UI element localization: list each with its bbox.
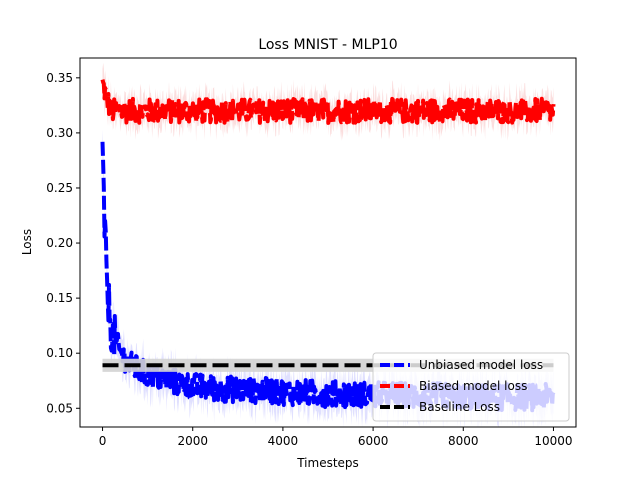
y-tick-label-2: 0.15 [46,291,73,305]
chart-title: Loss MNIST - MLP10 [258,37,397,53]
y-tick-label-3: 0.20 [46,236,73,250]
y-tick-label-4: 0.25 [46,181,73,195]
y-axis-label: Loss [20,229,34,255]
plot-frame [79,57,577,428]
legend-label-baseline-loss: Baseline Loss [419,400,500,414]
x-tick-label-4000: 4000 [268,434,299,448]
y-tick-label-5: 0.30 [46,126,73,140]
x-tick-label-8000: 8000 [448,434,479,448]
y-tick-label-0: 0.05 [46,401,73,415]
legend-box [372,352,570,422]
legend-label-unbiased-model-loss: Unbiased model loss [419,358,543,372]
x-tick-label-0: 0 [99,434,107,448]
biased-model-loss-band [102,62,554,142]
x-tick-label-6000: 6000 [358,434,389,448]
legend: Unbiased model loss Biased model loss Base… [372,352,570,422]
y-tick-label-1: 0.10 [46,346,73,360]
x-tick-label-10000: 10000 [534,434,572,448]
legend-label-biased-model-loss: Biased model loss [419,379,527,393]
x-axis-label: Timesteps [296,456,359,470]
x-tick-label-2000: 2000 [177,434,208,448]
axis-layer: 0 2000 4000 6000 8000 10000 0.05 0.10 0.15 0.20 0.… [46,71,572,448]
biased-model-loss-line [100,79,556,125]
y-tick-label-6: 0.35 [46,71,73,85]
